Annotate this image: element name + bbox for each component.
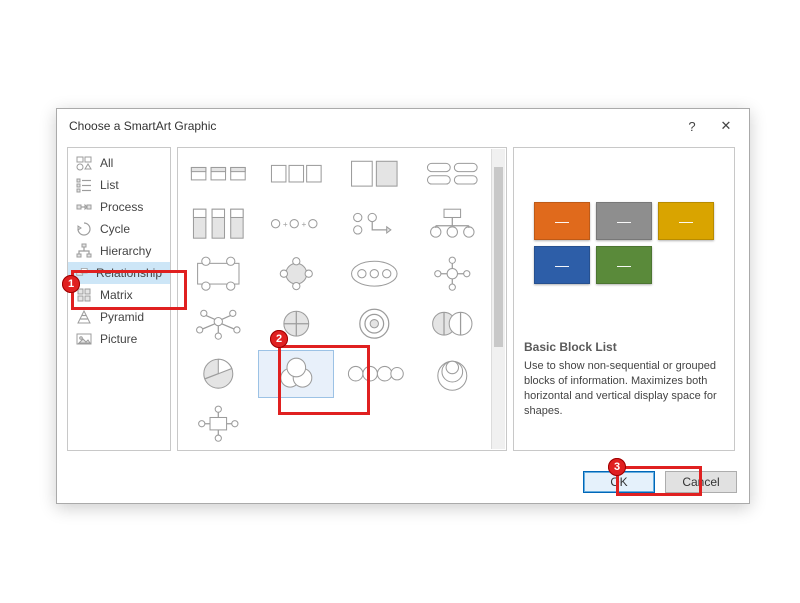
layout-thumb[interactable]: [414, 400, 490, 448]
preview-description: Use to show non-sequential or grouped bl…: [524, 358, 724, 418]
layout-thumb[interactable]: [414, 200, 490, 248]
layout-thumb[interactable]: [336, 150, 412, 198]
layout-thumb[interactable]: [258, 250, 334, 298]
layout-thumb[interactable]: [180, 150, 256, 198]
annotation-num-2: 2: [270, 330, 288, 348]
grid-scrollbar[interactable]: [491, 149, 505, 449]
sidebar-item-label: Process: [100, 200, 143, 214]
sidebar-item-cycle[interactable]: Cycle: [68, 218, 170, 240]
layout-thumb[interactable]: [180, 300, 256, 348]
preview-block: —: [596, 202, 652, 240]
hierarchy-icon: [76, 243, 92, 259]
layout-thumb[interactable]: [336, 300, 412, 348]
annotation-box-3: [616, 466, 702, 496]
layout-thumb[interactable]: [258, 150, 334, 198]
preview-title: Basic Block List: [524, 340, 724, 354]
preview-block: —: [658, 202, 714, 240]
layout-thumb[interactable]: [414, 250, 490, 298]
sidebar-item-all[interactable]: All: [68, 152, 170, 174]
layout-thumb[interactable]: ++: [258, 200, 334, 248]
annotation-num-3: 3: [608, 458, 626, 476]
process-icon: [76, 199, 92, 215]
list-icon: [76, 177, 92, 193]
annotation-num-1: 1: [62, 275, 80, 293]
dialog-title: Choose a SmartArt Graphic: [69, 119, 675, 133]
sidebar-item-picture[interactable]: Picture: [68, 328, 170, 350]
sidebar-item-hierarchy[interactable]: Hierarchy: [68, 240, 170, 262]
picture-icon: [76, 331, 92, 347]
layout-thumb[interactable]: [336, 250, 412, 298]
pyramid-icon: [76, 309, 92, 325]
layout-thumb[interactable]: [180, 250, 256, 298]
preview-canvas: —————: [524, 158, 724, 328]
scrollbar-thumb[interactable]: [494, 167, 503, 347]
all-icon: [76, 155, 92, 171]
layout-thumb[interactable]: [180, 200, 256, 248]
sidebar-item-list[interactable]: List: [68, 174, 170, 196]
layout-thumb[interactable]: [180, 400, 256, 448]
sidebar-item-label: Picture: [100, 332, 137, 346]
svg-text:+: +: [301, 220, 306, 229]
layout-thumb[interactable]: [414, 350, 490, 398]
layout-thumb[interactable]: [414, 300, 490, 348]
titlebar: Choose a SmartArt Graphic ? ✕: [57, 109, 749, 143]
preview-block: —: [534, 246, 590, 284]
sidebar-item-label: List: [100, 178, 119, 192]
preview-block: —: [596, 246, 652, 284]
help-button[interactable]: ?: [675, 115, 709, 137]
sidebar-item-label: All: [100, 156, 113, 170]
preview-pane: ————— Basic Block List Use to show non-s…: [513, 147, 735, 451]
close-button[interactable]: ✕: [709, 115, 743, 137]
cycle-icon: [76, 221, 92, 237]
annotation-box-1: [71, 270, 187, 310]
sidebar-item-process[interactable]: Process: [68, 196, 170, 218]
sidebar-item-label: Pyramid: [100, 310, 144, 324]
annotation-box-2: [278, 345, 370, 415]
layout-thumb[interactable]: [180, 350, 256, 398]
preview-block: —: [534, 202, 590, 240]
sidebar-item-label: Cycle: [100, 222, 130, 236]
layout-thumb[interactable]: [414, 150, 490, 198]
layout-thumb[interactable]: [336, 200, 412, 248]
svg-text:+: +: [283, 220, 288, 229]
sidebar-item-label: Hierarchy: [100, 244, 151, 258]
